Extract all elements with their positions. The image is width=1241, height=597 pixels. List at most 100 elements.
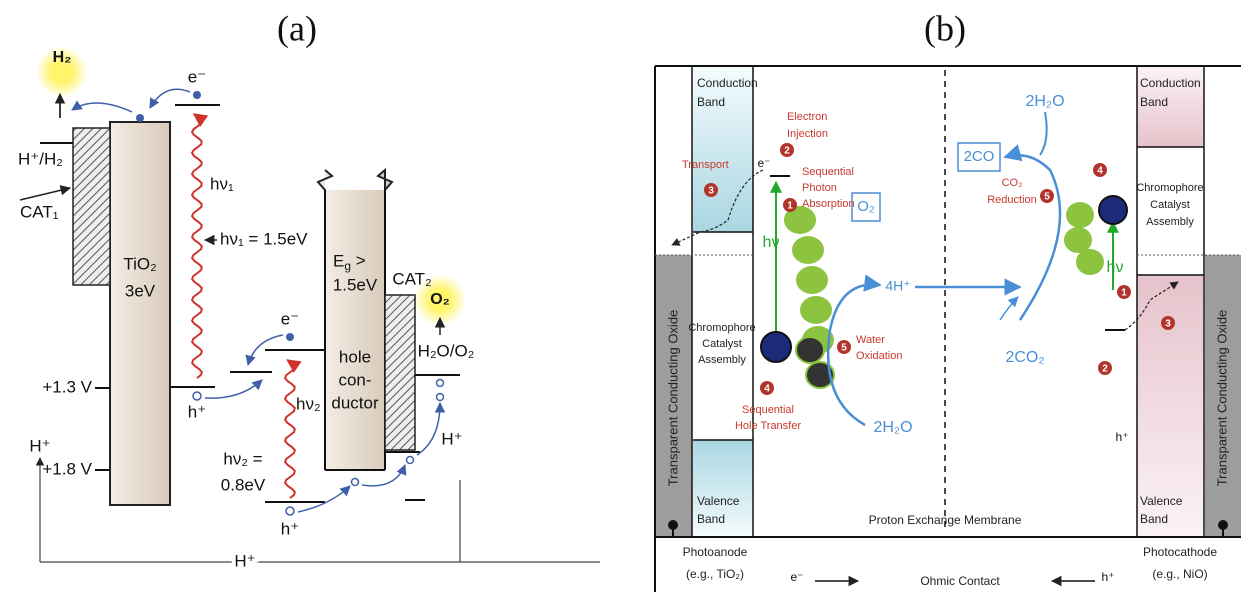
arrow [417, 403, 440, 455]
photon-wave [285, 360, 295, 498]
label: H⁺/H₂ [18, 149, 63, 168]
label: +1.8 V [42, 459, 92, 478]
label: 0.8eV [221, 475, 266, 494]
label: > [351, 251, 366, 270]
cb-left [693, 67, 753, 232]
label: TiO₂ [123, 254, 156, 273]
arrow [1000, 297, 1018, 320]
label: H₂ [53, 49, 72, 66]
step-number: 5 [1044, 192, 1050, 203]
step-number: 5 [841, 343, 847, 354]
hole [193, 392, 201, 400]
label: O₂ [430, 291, 450, 308]
label: Valence [697, 494, 740, 508]
label: 3eV [125, 281, 156, 300]
hole [352, 479, 359, 486]
label: Catalyst [1150, 199, 1190, 211]
label: 1.5eV [333, 275, 378, 294]
hole [286, 507, 294, 515]
step-number: 1 [1121, 288, 1127, 299]
label: 2CO₂ [1005, 349, 1044, 366]
cat2 [385, 295, 415, 450]
label: Conduction [1140, 76, 1201, 90]
label: Photocathode [1143, 545, 1217, 559]
chromophore-blob [1066, 202, 1094, 228]
step-number: 2 [784, 146, 790, 157]
label: 4H⁺ [885, 278, 910, 294]
electron [286, 333, 294, 341]
label: Photon [802, 182, 837, 194]
step-number: 4 [764, 384, 770, 395]
label: Photoanode [683, 545, 748, 559]
electron [193, 91, 201, 99]
hole [437, 394, 444, 401]
arrow [1040, 112, 1047, 155]
label: h⁺ [1101, 570, 1114, 584]
label: 2H₂O [1025, 93, 1064, 110]
label: CAT₁ [20, 202, 59, 221]
label: H⁺ [29, 436, 50, 455]
label: Absorption [802, 198, 855, 210]
label: hν [1107, 259, 1124, 276]
label: Valence [1140, 494, 1183, 508]
label: Proton Exchange Membrane [869, 513, 1022, 527]
label: Assembly [1146, 216, 1194, 228]
label: Hole Transfer [735, 420, 801, 432]
label: Conduction [697, 76, 758, 90]
step-number: 4 [1097, 166, 1103, 177]
label: (e.g., NiO) [1152, 567, 1207, 581]
label: Reduction [987, 194, 1037, 206]
step-number: 1 [787, 201, 793, 212]
chromophore-blob [796, 266, 828, 294]
electron [136, 114, 144, 122]
catalyst-blob [796, 337, 824, 363]
label: ductor [331, 393, 379, 412]
label: Chromophore [1136, 182, 1203, 194]
label: hν₁ [210, 174, 234, 193]
label: Catalyst [702, 338, 742, 350]
label: Oxidation [856, 350, 902, 362]
label: Injection [787, 128, 828, 140]
arrow [298, 486, 350, 512]
label: Assembly [698, 354, 746, 366]
chromophore-blob [792, 236, 824, 264]
label: (e.g., TiO₂) [686, 567, 744, 581]
vertical-label: Transparent Conducting Oxide [1214, 310, 1229, 487]
label: h⁺ [1115, 430, 1128, 444]
label: h⁺ [188, 402, 206, 421]
chromophore-blob [1076, 249, 1104, 275]
photon-wave [192, 114, 202, 378]
chromophore-blob [1064, 227, 1092, 253]
arrow [20, 188, 70, 200]
label: +1.3 V [42, 377, 92, 396]
label: CO₂ [1002, 177, 1023, 189]
label: 2H₂O [873, 419, 912, 436]
chromophore-blob [800, 296, 832, 324]
label: CAT₂ [392, 269, 431, 288]
label: Sequential [802, 166, 854, 178]
label: Transport [682, 159, 729, 171]
label: 2CO [964, 148, 995, 165]
label: e⁻ [790, 570, 803, 584]
label: H⁺ [441, 429, 462, 448]
label: hν₁ = 1.5eV [220, 229, 308, 248]
label: H⁺ [234, 551, 255, 570]
label: Ohmic Contact [920, 574, 1000, 588]
figure: (a)H₂e⁻H⁺/H₂CAT₁TiO₂3eVhν₁hν₁ = 1.5eV+1.… [0, 0, 1241, 592]
label: hν₂ = [223, 449, 262, 468]
label: Band [697, 95, 725, 109]
arrow [72, 103, 132, 112]
label: O₂ [857, 198, 875, 215]
label: Band [697, 512, 725, 526]
label: hν₂ [296, 394, 321, 413]
tio2-band [110, 122, 170, 505]
chromophore [1099, 196, 1127, 224]
vertical-label: Transparent Conducting Oxide [665, 310, 680, 487]
label: hole [339, 347, 371, 366]
label: hν [763, 234, 780, 251]
label: h⁺ [281, 519, 299, 538]
cat1 [73, 128, 110, 285]
label: Electron [787, 111, 827, 123]
hole [407, 457, 414, 464]
step-number: 2 [1102, 364, 1108, 375]
